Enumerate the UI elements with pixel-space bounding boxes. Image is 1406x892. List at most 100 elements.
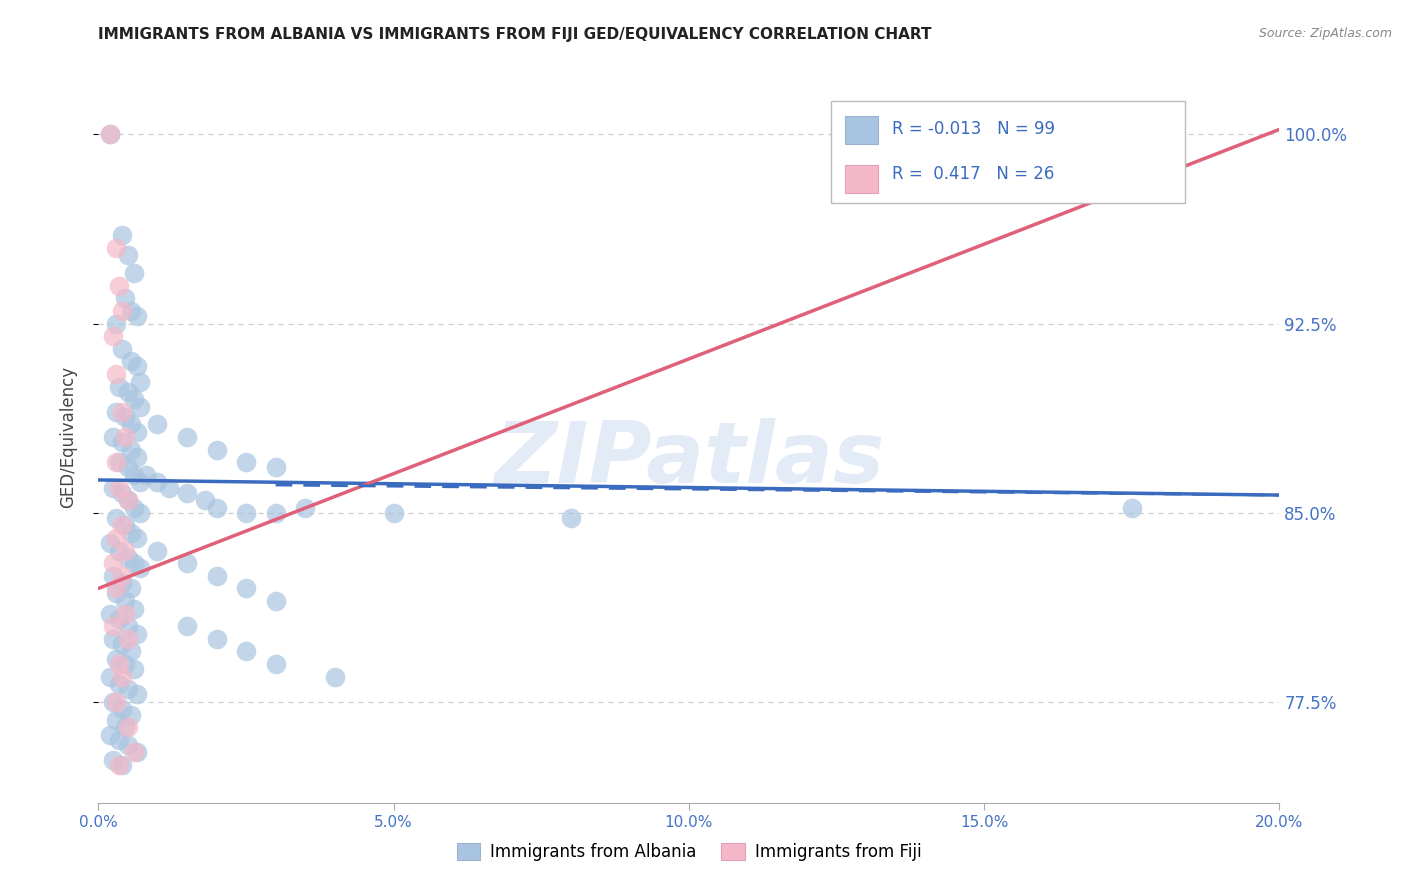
- Point: [105, 405, 128, 419]
- Point: [264, 506, 287, 520]
- Point: [111, 405, 134, 419]
- Point: [117, 632, 139, 646]
- Point: [323, 670, 346, 684]
- Point: [382, 506, 405, 520]
- Point: [125, 450, 148, 465]
- Point: [117, 493, 139, 508]
- Point: [103, 632, 125, 646]
- Point: [108, 657, 131, 671]
- Point: [135, 467, 157, 482]
- Point: [103, 753, 125, 767]
- Point: [122, 745, 145, 759]
- Point: [120, 417, 142, 432]
- Point: [111, 637, 134, 651]
- Point: [122, 392, 145, 407]
- Point: [122, 662, 145, 676]
- Point: [103, 695, 125, 709]
- Point: [108, 379, 131, 393]
- Point: [125, 309, 148, 323]
- Point: [122, 500, 145, 515]
- Point: [264, 657, 287, 671]
- Point: [98, 670, 121, 684]
- Point: [105, 367, 128, 381]
- Point: [105, 510, 128, 524]
- Point: [120, 304, 142, 318]
- Point: [117, 551, 139, 566]
- Point: [117, 460, 139, 475]
- Point: [120, 442, 142, 457]
- Point: [105, 713, 128, 727]
- Point: [117, 738, 139, 752]
- Point: [125, 359, 148, 374]
- Point: [176, 619, 198, 633]
- Point: [111, 518, 134, 533]
- Point: [125, 627, 148, 641]
- Point: [105, 586, 128, 600]
- FancyBboxPatch shape: [831, 101, 1185, 203]
- Point: [98, 607, 121, 621]
- Point: [176, 485, 198, 500]
- Legend: Immigrants from Albania, Immigrants from Fiji: Immigrants from Albania, Immigrants from…: [450, 836, 928, 868]
- Point: [114, 409, 136, 424]
- Point: [98, 128, 121, 142]
- Point: [108, 481, 131, 495]
- Point: [108, 543, 131, 558]
- Point: [125, 745, 148, 759]
- Point: [105, 652, 128, 666]
- Point: [108, 758, 131, 772]
- Y-axis label: GED/Equivalency: GED/Equivalency: [59, 366, 77, 508]
- Point: [205, 632, 228, 646]
- Point: [117, 384, 139, 399]
- Point: [122, 467, 145, 482]
- Point: [205, 500, 228, 515]
- Point: [125, 425, 148, 439]
- Point: [235, 582, 257, 596]
- Point: [114, 720, 136, 734]
- Point: [111, 576, 134, 591]
- Point: [117, 682, 139, 697]
- Point: [122, 266, 145, 280]
- Point: [114, 607, 136, 621]
- Point: [105, 241, 128, 255]
- Point: [105, 531, 128, 545]
- Point: [105, 582, 128, 596]
- Point: [264, 460, 287, 475]
- Point: [108, 278, 131, 293]
- Point: [125, 531, 148, 545]
- Point: [111, 702, 134, 716]
- Point: [111, 228, 134, 243]
- Point: [264, 594, 287, 608]
- Point: [98, 128, 121, 142]
- Point: [128, 400, 150, 414]
- Point: [1139, 128, 1161, 142]
- Text: ZIPatlas: ZIPatlas: [494, 417, 884, 500]
- Point: [1121, 500, 1143, 515]
- Point: [560, 510, 582, 524]
- Point: [103, 481, 125, 495]
- Point: [98, 728, 121, 742]
- Point: [111, 670, 134, 684]
- Point: [176, 556, 198, 570]
- Point: [205, 442, 228, 457]
- Point: [111, 485, 134, 500]
- Point: [105, 695, 128, 709]
- FancyBboxPatch shape: [845, 116, 877, 144]
- Point: [117, 248, 139, 262]
- Point: [235, 506, 257, 520]
- Point: [114, 543, 136, 558]
- Point: [194, 493, 217, 508]
- Point: [128, 506, 150, 520]
- FancyBboxPatch shape: [845, 165, 877, 193]
- Point: [120, 525, 142, 540]
- Point: [103, 430, 125, 444]
- Point: [205, 569, 228, 583]
- Point: [114, 518, 136, 533]
- Point: [114, 594, 136, 608]
- Point: [120, 354, 142, 368]
- Point: [128, 375, 150, 389]
- Text: R =  0.417   N = 26: R = 0.417 N = 26: [891, 165, 1054, 184]
- Text: R = -0.013   N = 99: R = -0.013 N = 99: [891, 120, 1054, 138]
- Point: [103, 329, 125, 343]
- Point: [122, 601, 145, 615]
- Point: [108, 677, 131, 691]
